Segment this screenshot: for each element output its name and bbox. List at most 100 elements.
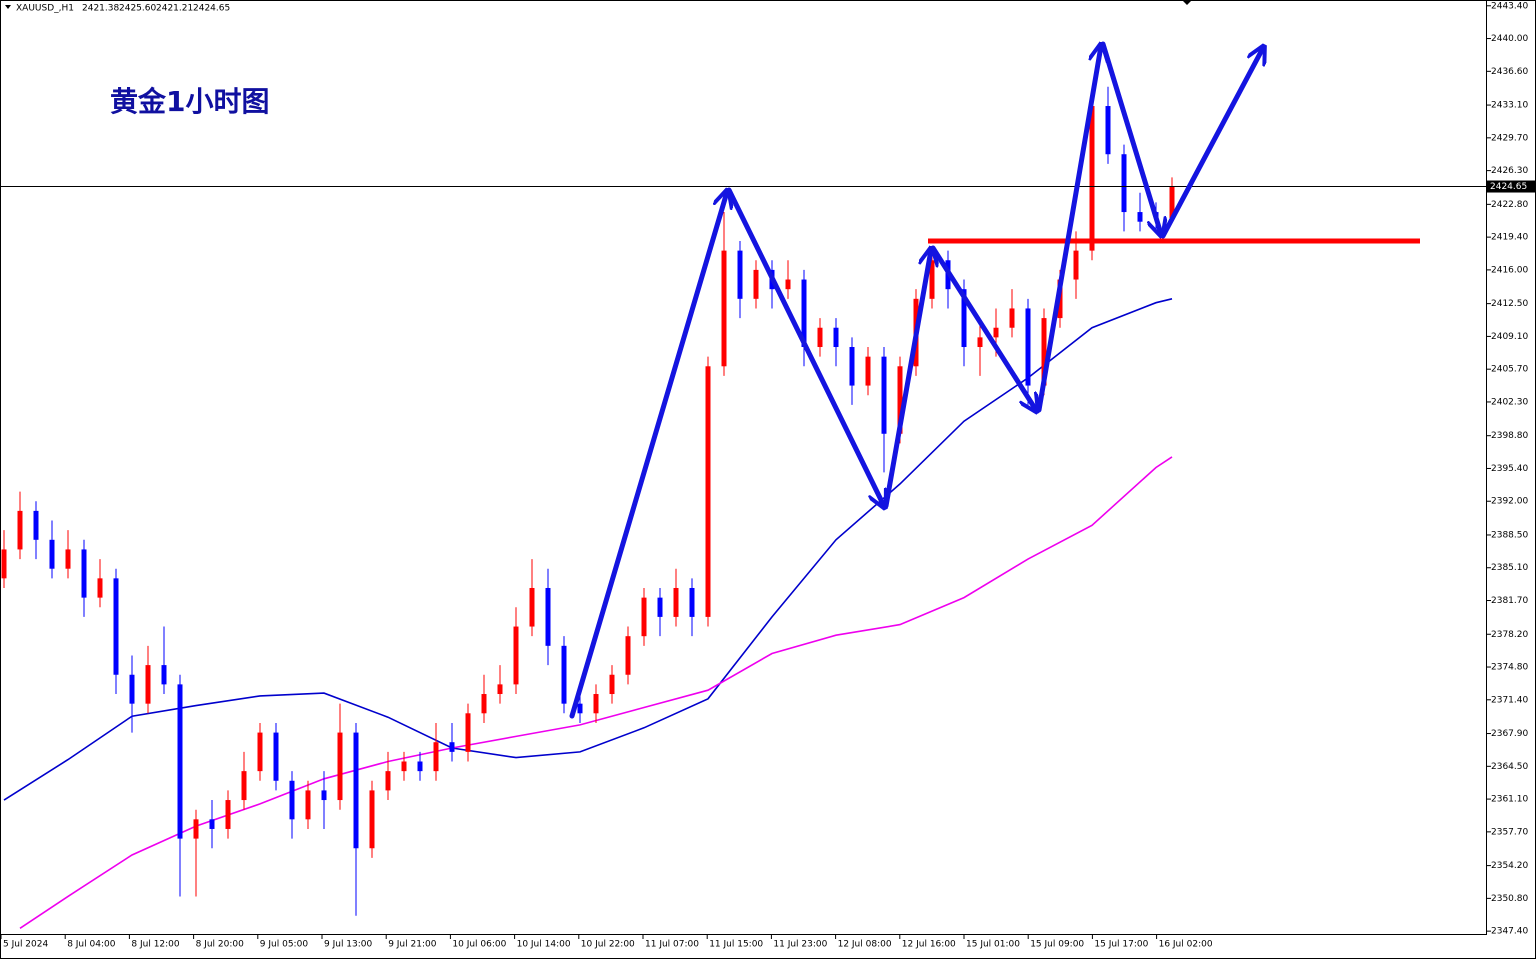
y-tick-label: 2381.70 [1491,596,1528,606]
x-tick-label: 11 Jul 15:00 [709,940,763,950]
y-tick-label: 2405.70 [1491,365,1528,375]
y-tick-label: 2409.10 [1491,332,1528,342]
candle-body [1025,308,1031,386]
x-tick-label: 8 Jul 04:00 [67,940,116,950]
y-tick-label: 2416.00 [1491,265,1528,275]
y-tick-label: 2443.40 [1491,1,1528,11]
y-tick-label: 2412.50 [1491,299,1528,309]
candle-body [337,732,343,801]
candle-body [961,289,967,348]
candle-body [1137,212,1143,222]
x-tick-label: 15 Jul 01:00 [966,940,1020,950]
candle-body [1073,250,1079,280]
y-tick-label: 2385.10 [1491,563,1528,573]
candle-body [49,539,55,569]
candle-body [65,549,71,569]
candle-body [929,260,935,299]
y-tick-label: 2433.10 [1491,101,1528,111]
y-tick-label: 2347.40 [1491,927,1528,937]
candle-body [17,510,23,550]
y-tick-label: 2436.60 [1491,67,1528,77]
candle-body [753,269,759,299]
candle-body [1105,106,1111,155]
candle-body [33,510,39,540]
arrow [1100,41,1161,234]
header-value: 2421.38 [82,4,119,14]
x-tick-label: 11 Jul 07:00 [645,940,699,950]
y-tick-label: 2440.00 [1491,34,1528,44]
y-tick-label: 2354.20 [1491,861,1528,871]
candle-body [97,578,103,598]
x-tick-label: 10 Jul 14:00 [517,940,571,950]
y-tick-label: 2419.40 [1491,233,1528,243]
candle-body [1169,186,1175,219]
candle-body [849,347,855,386]
x-tick-label: 9 Jul 05:00 [260,940,309,950]
candle-body [833,327,839,348]
y-tick-label: 2402.30 [1491,397,1528,407]
candle-body [225,800,231,829]
candle-body [657,597,663,617]
candle-body [529,587,535,627]
x-tick-label: 16 Jul 02:00 [1159,940,1213,950]
x-tick-label: 8 Jul 20:00 [196,940,245,950]
candle-body [289,780,295,820]
header-value: 2425.60 [119,4,156,14]
candle-body [817,327,823,348]
pattern-arrows [569,41,1263,719]
candle-body [321,790,327,801]
x-tick-label: 12 Jul 16:00 [902,940,956,950]
x-tick-label: 11 Jul 23:00 [773,940,827,950]
candle-body [129,674,135,704]
y-tick-label: 2422.80 [1491,200,1528,210]
candle-body [1041,318,1047,386]
candle-body [689,587,695,617]
candle-body [593,694,599,714]
arrow [569,192,727,719]
candle-body [161,665,167,685]
y-tick-label: 2426.30 [1491,166,1528,176]
candle-body [401,761,407,772]
candle-body [737,250,743,299]
candle-body [465,713,471,752]
y-tick-label: 2371.40 [1491,695,1528,705]
x-tick-label: 9 Jul 21:00 [388,940,437,950]
candle-body [1009,308,1015,328]
candle-body [417,761,423,772]
candle-body [721,250,727,367]
candle-body [273,732,279,781]
x-tick-label: 9 Jul 13:00 [324,940,373,950]
candle-body [993,327,999,338]
candle-body [1121,154,1127,213]
candle-body [673,587,679,617]
candle-body [785,279,791,290]
candle-body [145,665,151,704]
x-tick-label: 10 Jul 22:00 [581,940,635,950]
candle-body [609,674,615,695]
candle-body [113,578,119,675]
candle-body [385,771,391,791]
candle-body [353,732,359,849]
y-tick-label: 2388.50 [1491,530,1528,540]
header-value: 2424.65 [193,4,230,14]
candle-body [497,684,503,695]
x-tick-label: 15 Jul 17:00 [1094,940,1148,950]
candle-body [705,366,711,617]
candle-body [81,549,87,598]
current-price-label: 2424.65 [1490,182,1527,192]
candle-body [449,742,455,752]
candle-body [545,587,551,646]
x-tick-label: 8 Jul 12:00 [131,940,180,950]
moving-average [19,456,1173,929]
shift-marker [1182,0,1192,5]
candle-body [305,790,311,820]
header-icon [5,5,11,9]
candle-body [369,790,375,849]
current-price-box [1487,180,1535,193]
candle-body [897,366,903,434]
y-tick-label: 2429.70 [1491,133,1528,143]
candle-body [241,771,247,801]
candle-body [1,549,7,579]
